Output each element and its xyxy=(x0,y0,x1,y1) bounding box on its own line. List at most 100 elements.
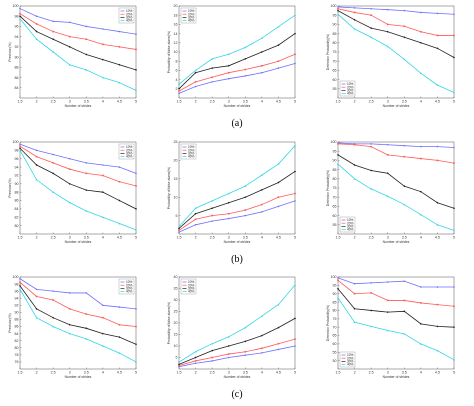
x-tick-label: 1.5 xyxy=(177,371,182,375)
data-point-30% xyxy=(211,207,214,210)
y-tick-label: 84 xyxy=(15,207,19,211)
data-point-40% xyxy=(453,229,455,232)
x-tick-label: 4.5 xyxy=(276,236,281,240)
legend-label: 30% xyxy=(347,89,354,93)
y-tick-label: 100 xyxy=(13,275,19,279)
data-point-40% xyxy=(35,316,38,319)
data-point-10% xyxy=(135,33,137,35)
data-point-40% xyxy=(337,13,339,16)
x-tick-label: 2 xyxy=(195,236,197,240)
data-point-10% xyxy=(453,146,455,149)
chart-7: 1.5 2 2.5 3 3.5 4 4.5 5 76 78 80 82 84 86 88 90 92 94 96 98… xyxy=(8,275,137,379)
y-tick-label: 90 xyxy=(333,23,337,27)
data-point-30% xyxy=(244,196,247,199)
data-point-40% xyxy=(178,361,180,363)
data-point-20% xyxy=(277,60,280,62)
y-tick-label: 94 xyxy=(15,296,19,300)
y-axis-label: Detection Probability(%) xyxy=(326,305,330,341)
x-axis-label: Number of strides xyxy=(383,375,410,379)
data-point-30% xyxy=(294,170,296,173)
data-point-20% xyxy=(453,34,455,37)
y-axis-label: Probability of false alarm(%) xyxy=(167,31,171,73)
legend-box xyxy=(339,351,356,368)
data-point-10% xyxy=(436,145,439,148)
y-tick-label: 15 xyxy=(174,333,178,337)
data-point-10% xyxy=(35,149,38,152)
series-line-30% xyxy=(19,147,137,210)
y-tick-label: 96 xyxy=(15,25,19,29)
data-point-20% xyxy=(294,192,296,195)
y-tick-label: 16 xyxy=(174,23,178,27)
data-point-40% xyxy=(101,345,104,347)
data-point-20% xyxy=(85,313,88,315)
x-tick-label: 2.5 xyxy=(51,100,56,104)
data-point-40% xyxy=(135,228,137,231)
y-axis-label: Probability of false alarm(%) xyxy=(167,167,171,209)
x-tick-label: 2 xyxy=(354,236,356,240)
y-axis-label: Detection Probability(%) xyxy=(326,34,330,70)
x-axis-label: Number of strides xyxy=(383,240,410,244)
y-tick-label: 76 xyxy=(15,360,19,364)
x-tick-label: 4.5 xyxy=(276,100,281,104)
data-point-20% xyxy=(337,7,339,10)
y-tick-label: 95 xyxy=(333,13,337,17)
legend-box xyxy=(180,143,197,160)
data-point-30% xyxy=(419,190,422,193)
y-tick-label: 88 xyxy=(15,66,19,70)
data-point-30% xyxy=(244,57,247,60)
data-point-30% xyxy=(419,322,422,325)
chart-8: 1.5 2 2.5 3 3.5 4 4.5 5 5 10 15 20 25 30 35 40 Number of… xyxy=(167,275,296,379)
legend-label: 30% xyxy=(188,287,195,291)
data-point-10% xyxy=(102,304,104,307)
data-point-40% xyxy=(260,174,263,176)
x-tick-label: 3 xyxy=(228,371,230,375)
y-tick-label: 96 xyxy=(15,289,19,293)
legend-box xyxy=(118,278,135,295)
y-tick-label: 5 xyxy=(176,356,178,360)
data-point-40% xyxy=(353,321,356,323)
x-tick-label: 1.5 xyxy=(18,371,23,375)
data-point-30% xyxy=(353,307,356,310)
data-point-30% xyxy=(370,309,373,312)
x-axis-label: Number of strides xyxy=(65,240,92,244)
data-point-20% xyxy=(403,25,406,28)
series-line-10% xyxy=(337,6,455,15)
data-point-40% xyxy=(85,68,88,71)
x-axis-label: Number of strides xyxy=(65,375,92,379)
data-point-30% xyxy=(403,310,406,313)
data-point-40% xyxy=(118,222,121,225)
data-point-30% xyxy=(403,36,406,39)
legend-label: 10% xyxy=(347,353,354,357)
legend-label: 10% xyxy=(347,218,354,222)
data-point-30% xyxy=(419,41,422,44)
series-line-40% xyxy=(19,150,137,231)
legend-label: 10% xyxy=(188,280,195,284)
y-axis-label: Detection Probability(%) xyxy=(326,170,330,206)
legend-box xyxy=(339,80,356,97)
x-tick-label: 4 xyxy=(420,100,422,104)
plot-frame xyxy=(178,141,296,235)
data-point-10% xyxy=(244,354,247,357)
data-point-10% xyxy=(227,356,230,359)
data-point-20% xyxy=(118,180,121,183)
y-tick-label: 78 xyxy=(15,353,19,357)
data-point-20% xyxy=(420,302,422,304)
series-line-40% xyxy=(178,145,296,227)
data-point-30% xyxy=(403,185,406,188)
data-point-10% xyxy=(178,92,180,95)
data-point-20% xyxy=(261,347,263,350)
x-tick-label: 1.5 xyxy=(336,371,341,375)
data-point-40% xyxy=(353,177,356,180)
data-point-10% xyxy=(337,6,339,8)
data-point-10% xyxy=(211,360,213,362)
data-point-40% xyxy=(135,360,137,363)
series-line-20% xyxy=(178,53,296,92)
legend: 10%20%30%40% xyxy=(180,7,197,24)
data-point-40% xyxy=(277,303,280,306)
data-point-10% xyxy=(85,25,88,28)
data-point-30% xyxy=(52,38,55,41)
data-point-40% xyxy=(35,38,38,41)
x-tick-label: 4.5 xyxy=(117,371,122,375)
data-point-10% xyxy=(436,286,439,288)
x-tick-label: 2 xyxy=(195,100,197,104)
